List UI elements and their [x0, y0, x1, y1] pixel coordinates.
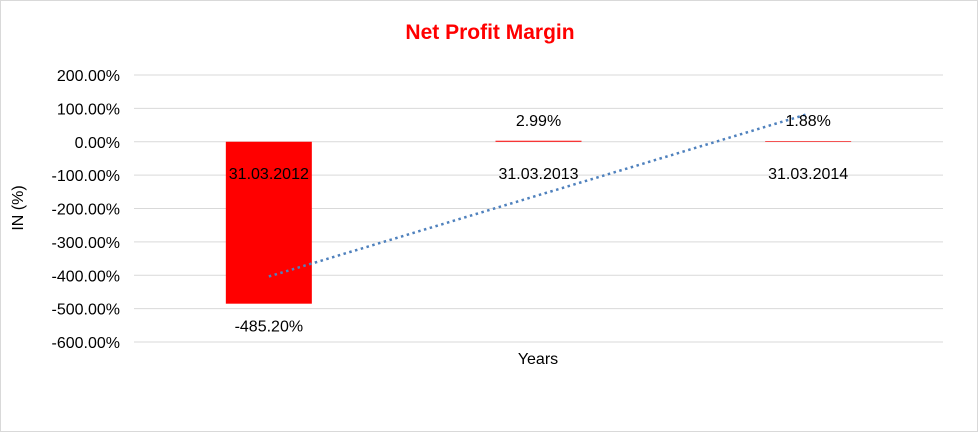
- y-tick-label: -400.00%: [52, 268, 121, 285]
- trendline-layer: [268, 112, 809, 278]
- data-label: -485.20%: [235, 319, 304, 336]
- labels: 31.03.2012 31.03.2013 31.03.2014 -485.20% 2.…: [229, 113, 849, 336]
- y-tick-label: -600.00%: [52, 335, 121, 352]
- y-tick-label: -300.00%: [52, 235, 121, 252]
- x-axis-title: Years: [518, 351, 558, 368]
- y-tick-label: -500.00%: [52, 302, 121, 319]
- bars: [225, 140, 852, 304]
- y-axis-ticks: 200.00% 100.00% 0.00% -100.00% -200.00% -300.…: [52, 68, 121, 352]
- chart-title: Net Profit Margin: [405, 21, 574, 44]
- bar: [225, 141, 312, 304]
- y-tick-label: 100.00%: [57, 101, 120, 118]
- y-tick-label: 0.00%: [75, 135, 120, 152]
- data-label: 2.99%: [516, 113, 561, 130]
- y-tick-label: -200.00%: [52, 202, 121, 219]
- category-label: 31.03.2012: [229, 166, 309, 183]
- y-axis-title: IN (%): [10, 185, 27, 230]
- y-tick-label: 200.00%: [57, 68, 120, 85]
- y-tick-label: -100.00%: [52, 168, 121, 185]
- bar: [495, 140, 582, 142]
- trendline: [268, 112, 809, 278]
- bar: [765, 141, 852, 142]
- category-label: 31.03.2013: [498, 166, 578, 183]
- category-label: 31.03.2014: [768, 166, 848, 183]
- data-label: 1.88%: [785, 113, 830, 130]
